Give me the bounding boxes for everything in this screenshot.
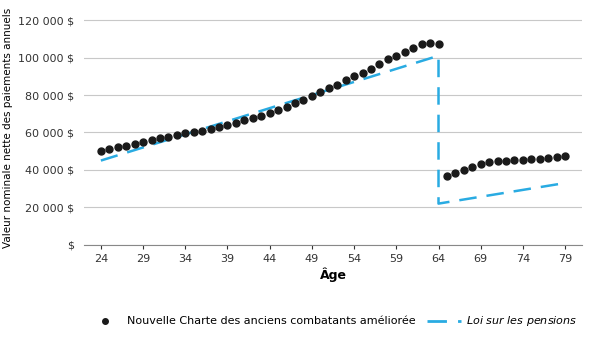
X-axis label: Âge: Âge [320, 268, 347, 283]
Legend: Nouvelle Charte des anciens combatants améliorée, $\it{Loi\ sur\ les\ pensions}$: Nouvelle Charte des anciens combatants a… [84, 310, 582, 333]
Y-axis label: Valeur nominale nette des paiements annuels: Valeur nominale nette des paiements annu… [2, 8, 13, 248]
